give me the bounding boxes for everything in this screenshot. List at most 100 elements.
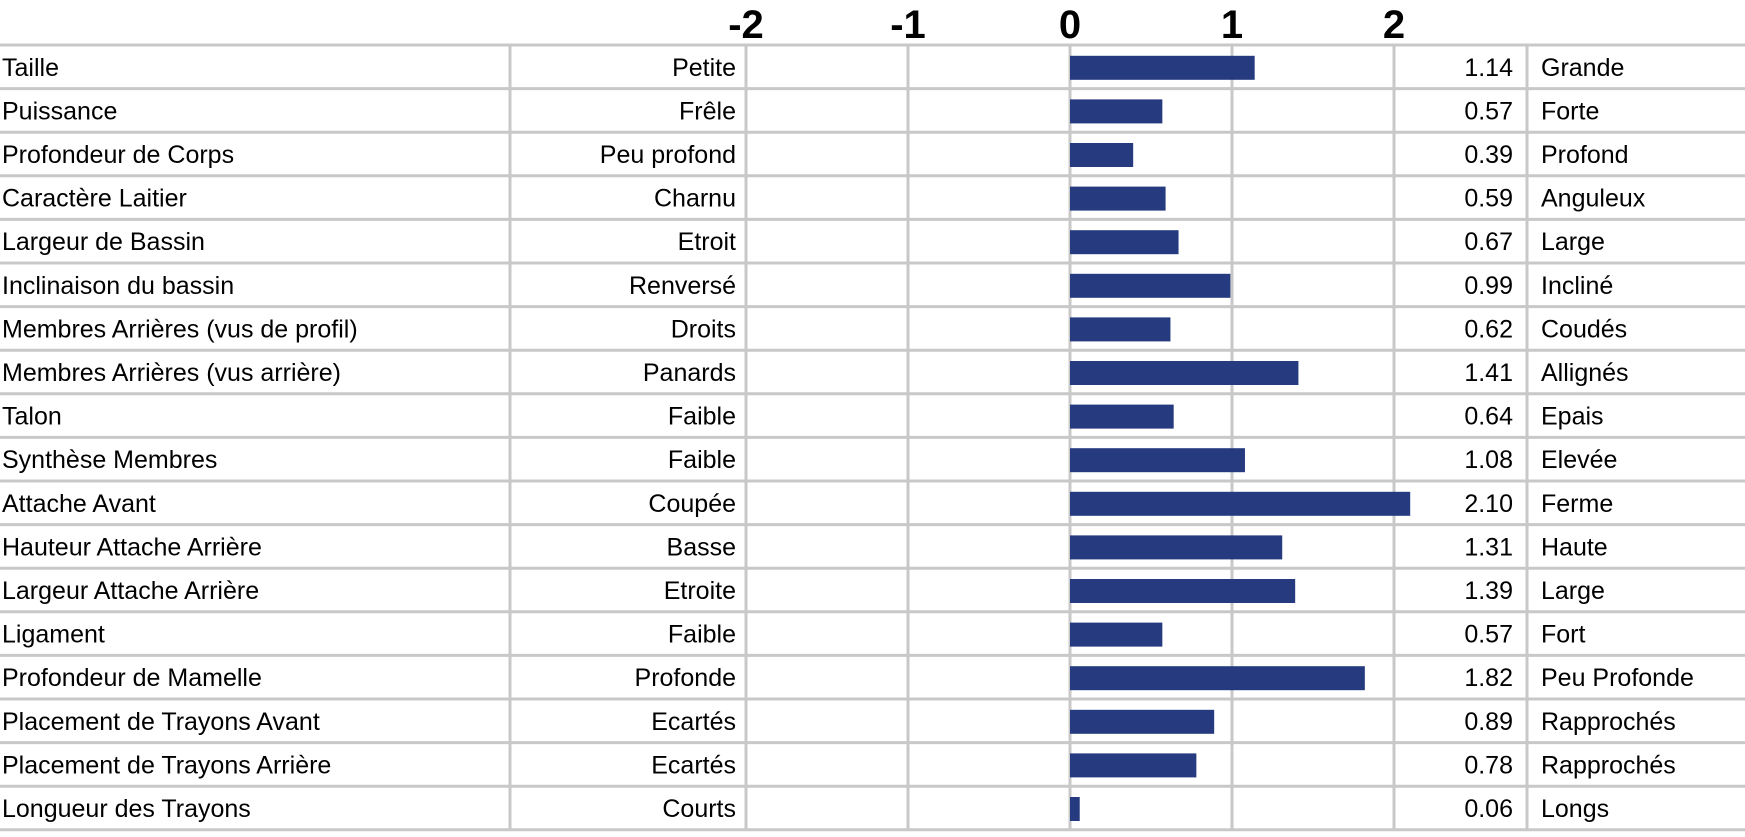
value-label: 0.67	[1464, 228, 1513, 256]
low-extreme-label: Peu profond	[600, 141, 736, 169]
bar	[1070, 273, 1231, 298]
trait-label: Taille	[2, 54, 59, 82]
low-extreme-label: Frêle	[679, 97, 736, 125]
high-extreme-label: Ferme	[1541, 490, 1613, 518]
high-extreme-label: Rapprochés	[1541, 751, 1676, 779]
low-extreme-label: Renversé	[629, 272, 736, 300]
value-label: 0.06	[1464, 795, 1513, 823]
trait-label: Hauteur Attache Arrière	[2, 533, 262, 561]
bar	[1070, 535, 1283, 560]
value-label: 0.57	[1464, 621, 1513, 649]
value-label: 0.57	[1464, 97, 1513, 125]
bar	[1070, 317, 1171, 342]
low-extreme-label: Basse	[667, 533, 736, 561]
tick-label: 2	[1383, 3, 1405, 47]
bar	[1070, 448, 1245, 473]
trait-label: Caractère Laitier	[2, 185, 187, 213]
trait-label: Placement de Trayons Arrière	[2, 751, 331, 779]
high-extreme-label: Epais	[1541, 403, 1604, 431]
high-extreme-label: Profond	[1541, 141, 1629, 169]
value-label: 0.89	[1464, 708, 1513, 736]
value-label: 0.78	[1464, 751, 1513, 779]
high-extreme-label: Rapprochés	[1541, 708, 1676, 736]
value-label: 1.31	[1464, 533, 1513, 561]
high-extreme-label: Forte	[1541, 97, 1599, 125]
value-label: 1.82	[1464, 664, 1513, 692]
low-extreme-label: Charnu	[654, 185, 736, 213]
trait-label: Membres Arrières (vus arrière)	[2, 359, 341, 387]
value-label: 1.41	[1464, 359, 1513, 387]
bar	[1070, 55, 1255, 80]
value-label: 0.62	[1464, 315, 1513, 343]
trait-label: Largeur de Bassin	[2, 228, 205, 256]
value-label: 0.99	[1464, 272, 1513, 300]
trait-label: Ligament	[2, 621, 105, 649]
trait-label: Placement de Trayons Avant	[2, 708, 320, 736]
low-extreme-label: Faible	[668, 403, 736, 431]
bar	[1070, 361, 1299, 385]
value-label: 0.59	[1464, 185, 1513, 213]
high-extreme-label: Grande	[1541, 54, 1624, 82]
grid-lines	[744, 45, 1396, 830]
low-extreme-label: Etroit	[678, 228, 736, 256]
high-extreme-label: Incliné	[1541, 272, 1613, 300]
value-label: 2.10	[1464, 490, 1513, 518]
trait-label: Synthèse Membres	[2, 446, 217, 474]
value-label: 0.64	[1464, 403, 1513, 431]
low-extreme-label: Panards	[643, 359, 736, 387]
row-separators	[0, 43, 1745, 832]
trait-label: Longueur des Trayons	[2, 795, 251, 823]
bar	[1070, 753, 1197, 778]
value-label: 0.39	[1464, 141, 1513, 169]
trait-label: Attache Avant	[2, 490, 156, 518]
low-extreme-label: Faible	[668, 446, 736, 474]
bar	[1070, 622, 1163, 647]
low-extreme-label: Profonde	[635, 664, 736, 692]
value-label: 1.39	[1464, 577, 1513, 605]
tick-label: -2	[728, 3, 764, 47]
bar	[1070, 797, 1080, 821]
high-extreme-label: Allignés	[1541, 359, 1629, 387]
low-extreme-label: Ecartés	[651, 708, 736, 736]
value-label: 1.14	[1464, 54, 1513, 82]
low-extreme-label: Droits	[671, 315, 736, 343]
high-extreme-label: Coudés	[1541, 315, 1627, 343]
trait-label: Talon	[2, 403, 62, 431]
high-extreme-label: Anguleux	[1541, 185, 1646, 213]
trait-label: Largeur Attache Arrière	[2, 577, 259, 605]
high-extreme-label: Haute	[1541, 533, 1608, 561]
low-extreme-label: Courts	[662, 795, 736, 823]
high-extreme-label: Peu Profonde	[1541, 664, 1694, 692]
low-extreme-label: Coupée	[648, 490, 736, 518]
tick-label: 0	[1059, 3, 1081, 47]
high-extreme-label: Fort	[1541, 621, 1586, 649]
bar	[1070, 99, 1163, 124]
low-extreme-label: Petite	[672, 54, 736, 82]
bar	[1070, 143, 1134, 167]
bar	[1070, 579, 1296, 603]
low-extreme-label: Faible	[668, 621, 736, 649]
bars	[1070, 55, 1411, 821]
bar	[1070, 709, 1215, 734]
tick-label: 1	[1221, 3, 1243, 47]
bar	[1070, 404, 1174, 429]
row-labels: Taille Petite 1.14 Grande Puissance Frêle 0.57…	[2, 54, 1694, 823]
trait-label: Membres Arrières (vus de profil)	[2, 315, 358, 343]
bar	[1070, 666, 1365, 691]
trait-label: Inclinaison du bassin	[2, 272, 234, 300]
low-extreme-label: Etroite	[664, 577, 736, 605]
bar	[1070, 230, 1179, 255]
value-label: 1.08	[1464, 446, 1513, 474]
bar	[1070, 186, 1166, 211]
low-extreme-label: Ecartés	[651, 751, 736, 779]
trait-label: Profondeur de Corps	[2, 141, 234, 169]
tick-label: -1	[890, 3, 926, 47]
high-extreme-label: Elevée	[1541, 446, 1617, 474]
high-extreme-label: Large	[1541, 577, 1605, 605]
trait-label: Profondeur de Mamelle	[2, 664, 262, 692]
trait-label: Puissance	[2, 97, 117, 125]
bar	[1070, 491, 1411, 516]
axis-tick-labels: -2 -1 0 1 2	[728, 3, 1405, 47]
high-extreme-label: Large	[1541, 228, 1605, 256]
